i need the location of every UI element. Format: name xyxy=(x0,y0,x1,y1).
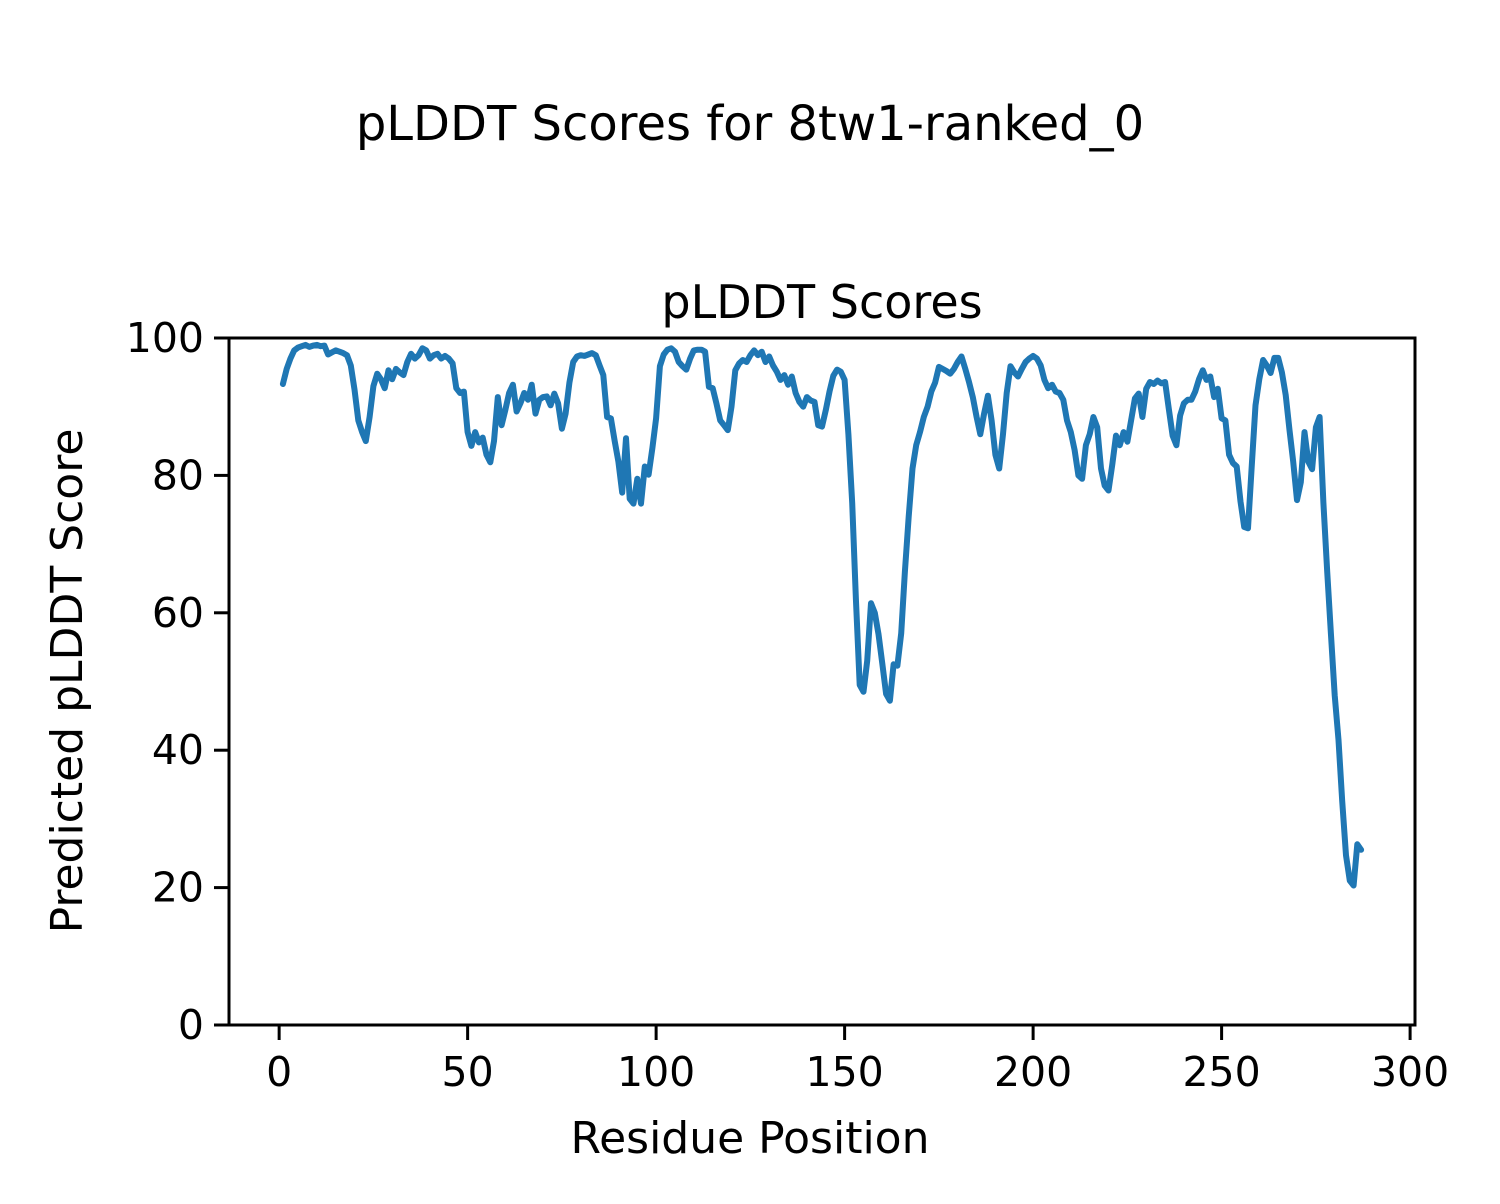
y-tick-label: 0 xyxy=(178,1001,204,1049)
y-tick-label: 20 xyxy=(152,864,204,912)
y-tick-label: 60 xyxy=(152,589,204,637)
x-tick-label: 100 xyxy=(617,1048,695,1096)
x-tick-label: 50 xyxy=(442,1048,494,1096)
x-tick-label: 250 xyxy=(1182,1048,1260,1096)
plddt-line xyxy=(279,341,1365,889)
x-tick-label: 200 xyxy=(994,1048,1072,1096)
x-tick-label: 0 xyxy=(266,1048,292,1096)
y-tick-label: 80 xyxy=(152,451,204,499)
axes-title: pLDDT Scores xyxy=(661,275,982,329)
figure-title: pLDDT Scores for 8tw1-ranked_0 xyxy=(356,96,1144,152)
x-tick-label: 150 xyxy=(805,1048,883,1096)
plot-area xyxy=(227,336,1417,1027)
y-axis-label: Predicted pLDDT Score xyxy=(42,429,93,934)
x-axis-label: Residue Position xyxy=(570,1113,929,1164)
x-tick-label: 300 xyxy=(1371,1048,1449,1096)
x-axis-ticks: 0 50 100 150 200 250 300 xyxy=(266,1025,1449,1096)
y-axis-ticks: 0 20 40 60 80 100 xyxy=(126,314,229,1049)
y-tick-label: 100 xyxy=(126,314,204,362)
y-tick-label: 40 xyxy=(152,726,204,774)
